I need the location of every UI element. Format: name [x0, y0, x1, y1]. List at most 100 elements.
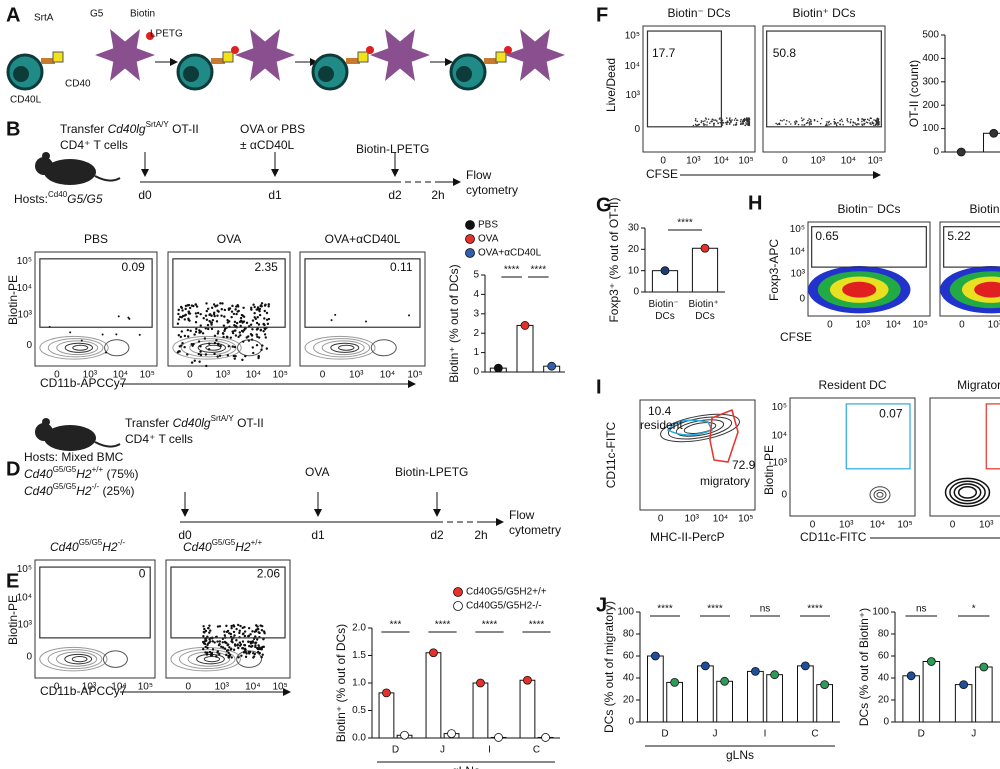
plot-title: OVA+αCD40L [325, 232, 401, 246]
event-dot [257, 644, 260, 647]
event-dot [242, 340, 245, 343]
y-tick-label: 10³ [626, 90, 641, 101]
bar-marker [956, 147, 966, 157]
event-dot [716, 120, 718, 122]
event-dot [864, 118, 866, 121]
event-dot [253, 305, 256, 309]
gate [845, 403, 911, 470]
y-tick-label: 10⁵ [625, 31, 640, 42]
event-dot [117, 315, 120, 318]
event-dot [259, 329, 263, 332]
bar-marker [670, 678, 680, 687]
event-dot [834, 121, 836, 124]
panel-letter: I [596, 376, 602, 398]
density-contour [321, 340, 365, 356]
event-dot [226, 354, 230, 357]
event-dot [783, 119, 785, 121]
x-tick-label: D [661, 729, 668, 740]
event-dot [217, 330, 220, 333]
event-dot [839, 123, 841, 126]
bar [975, 666, 993, 723]
event-dot [240, 313, 244, 317]
event-dot [198, 329, 201, 332]
t-cell-nucleus [456, 66, 472, 82]
gate [709, 408, 739, 463]
x-tick-label: D [918, 729, 925, 740]
y-tick-label: 40 [878, 673, 890, 684]
event-dot [204, 314, 208, 317]
bar [691, 247, 719, 293]
plot-title: Biotin⁺ DCs [792, 6, 855, 20]
event-dot [228, 632, 231, 635]
event-dot [138, 333, 141, 336]
text-part: H2 [76, 484, 92, 498]
event-dot [216, 640, 219, 643]
density-contour [876, 491, 884, 498]
event-dot [233, 357, 236, 360]
event-dot [734, 117, 737, 120]
event-dot [225, 624, 228, 628]
event-dot [251, 630, 254, 633]
plot-frame [642, 25, 756, 153]
event-dot [195, 315, 198, 318]
bar [954, 684, 973, 723]
event-dot [235, 321, 239, 325]
density-contour [71, 656, 88, 663]
event-dot [808, 118, 810, 120]
axis-label: Live/Dead [604, 58, 618, 112]
event-dot [695, 124, 698, 127]
legend-label: OVA [478, 234, 499, 245]
event-dot [213, 334, 217, 338]
x-tick-label: 0 [810, 520, 816, 531]
gate-label: migratory [700, 474, 750, 488]
event-dot [219, 344, 222, 348]
event-dot [208, 342, 211, 345]
event-dot [713, 119, 715, 121]
superscript: Cd40 [48, 190, 68, 199]
event-dot [235, 312, 238, 316]
bar-marker [547, 361, 557, 371]
event-dot [841, 120, 844, 123]
event-dot [196, 311, 200, 315]
event-dot [194, 312, 198, 315]
event-dot [794, 122, 797, 124]
event-dot [254, 317, 257, 321]
x-tick-label: 10³ [988, 320, 1000, 331]
event-dot [334, 313, 337, 316]
day-label: d2 [430, 528, 444, 542]
event-dot [181, 309, 184, 312]
event-dot [258, 651, 261, 655]
event-dot [239, 316, 243, 320]
event-dot [177, 308, 180, 312]
bar [697, 665, 714, 723]
event-dot [819, 122, 822, 125]
x-tick-label: 0 [187, 370, 193, 381]
x-axis-label: gLNs [726, 748, 754, 762]
event-dot [213, 352, 216, 356]
event-dot [807, 119, 809, 122]
event-dot [878, 123, 880, 125]
bar [378, 692, 395, 739]
treatment: Biotin-LPETG [356, 142, 429, 156]
event-dot [740, 118, 742, 121]
event-dot [238, 641, 242, 644]
event-dot [222, 335, 225, 339]
density-contour [949, 480, 986, 505]
biotin [366, 46, 374, 54]
event-dot [835, 124, 838, 127]
event-dot [177, 312, 180, 316]
event-dot [209, 321, 213, 324]
event-dot [262, 638, 265, 641]
x-tick-label: 10³ [686, 156, 701, 167]
event-dot [247, 339, 251, 342]
event-dot [748, 118, 751, 120]
event-dot [235, 639, 238, 642]
bar-marker [800, 661, 810, 671]
event-dot [230, 627, 233, 630]
event-dot [255, 343, 259, 347]
event-dot [722, 122, 725, 124]
bar-marker [493, 363, 503, 373]
event-dot [234, 354, 237, 358]
event-dot [104, 351, 107, 354]
x-tick-label: 10⁵ [913, 320, 928, 331]
